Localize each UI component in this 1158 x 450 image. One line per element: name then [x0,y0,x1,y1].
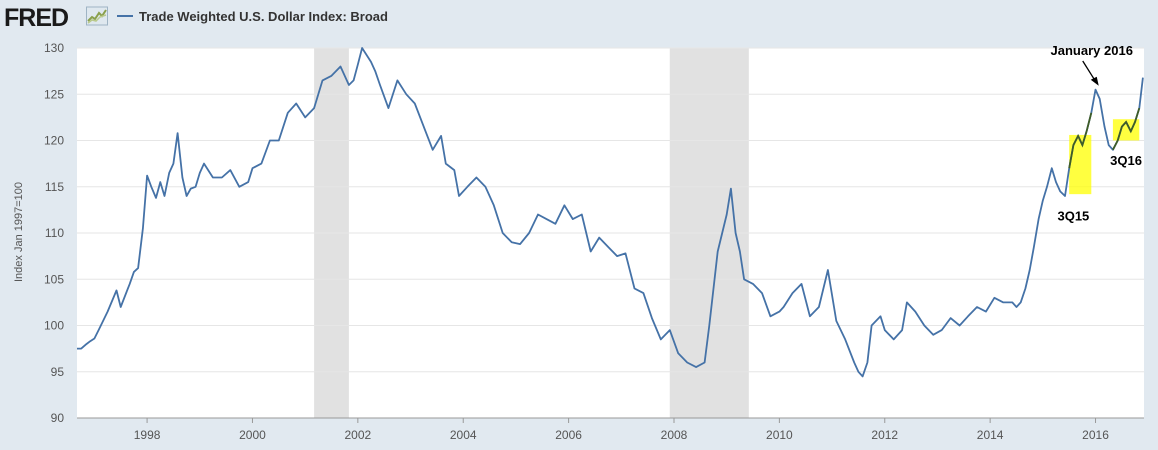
x-tick-label: 2006 [555,428,582,442]
legend-swatch [117,15,133,17]
highlighted-series-line [1068,112,1093,169]
annotation-arrowhead [1090,76,1099,86]
highlight-box [1069,134,1092,195]
series-line [77,47,1144,378]
legend-label: Trade Weighted U.S. Dollar Index: Broad [139,8,388,24]
annotation-3q15: 3Q15 [1057,209,1089,224]
y-tick-label: 125 [44,87,64,101]
annotation-january-2016: January 2016 [1051,43,1133,58]
annotation-3q16: 3Q16 [1110,153,1142,168]
x-tick-label: 2016 [1082,428,1109,442]
y-tick-label: 105 [44,272,64,286]
x-tick-label: 2014 [977,428,1004,442]
y-tick-label: 90 [51,411,65,425]
y-tick-label: 120 [44,134,64,148]
legend[interactable]: Trade Weighted U.S. Dollar Index: Broad [117,7,388,25]
x-tick-label: 1998 [134,428,161,442]
y-axis-label: Index Jan 1997=100 [13,182,25,282]
highlighted-series-line [1112,107,1141,151]
x-tick-label: 2012 [871,428,898,442]
y-tick-label: 130 [44,41,64,55]
x-tick-label: 2008 [661,428,688,442]
x-tick-label: 2010 [766,428,793,442]
x-tick-label: 2000 [239,428,266,442]
x-tick-label: 2004 [450,428,477,442]
fred-line-graph-icon [86,6,108,26]
x-tick-label: 2002 [344,428,371,442]
y-tick-label: 95 [51,365,65,379]
annotation-arrow [1082,60,1097,83]
y-tick-label: 100 [44,319,64,333]
y-tick-label: 115 [45,180,64,194]
fred-logo[interactable]: FRED [4,4,69,32]
y-tick-label: 110 [45,226,64,240]
